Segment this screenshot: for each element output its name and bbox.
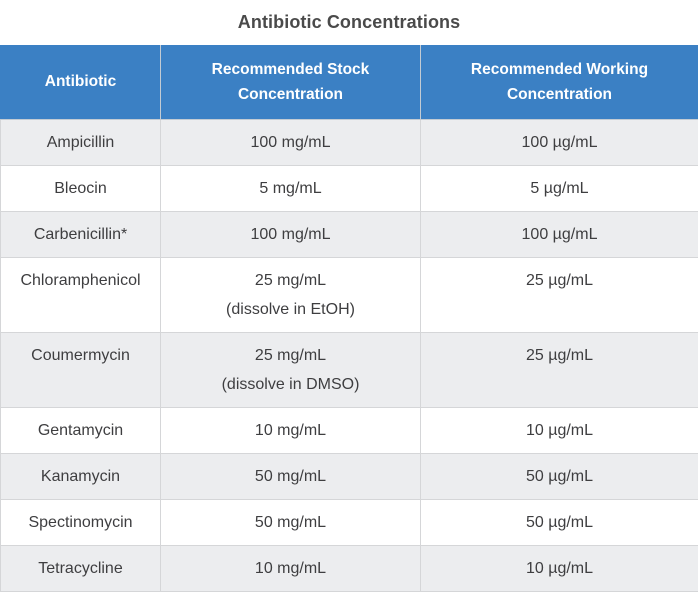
table-row: Carbenicillin* 100 mg/mL 100 µg/mL <box>0 210 698 258</box>
cell-working-concentration: 50 µg/mL <box>420 498 698 546</box>
cell-stock-concentration: 25 mg/mL (dissolve in EtOH) <box>160 256 421 333</box>
cell-working-concentration: 10 µg/mL <box>420 406 698 454</box>
table-row: Kanamycin 50 mg/mL 50 µg/mL <box>0 452 698 500</box>
cell-antibiotic: Chloramphenicol <box>0 256 161 333</box>
cell-stock-concentration: 50 mg/mL <box>160 498 421 546</box>
cell-working-concentration: 50 µg/mL <box>420 452 698 500</box>
cell-antibiotic: Kanamycin <box>0 452 161 500</box>
title-bar: Antibiotic Concentrations <box>0 0 698 45</box>
cell-working-concentration: 10 µg/mL <box>420 544 698 592</box>
cell-stock-concentration: 5 mg/mL <box>160 164 421 212</box>
table-row: Spectinomycin 50 mg/mL 50 µg/mL <box>0 498 698 546</box>
table-row: Gentamycin 10 mg/mL 10 µg/mL <box>0 406 698 454</box>
cell-stock-concentration: 25 mg/mL (dissolve in DMSO) <box>160 331 421 408</box>
cell-antibiotic: Coumermycin <box>0 331 161 408</box>
cell-working-concentration: 5 µg/mL <box>420 164 698 212</box>
cell-antibiotic: Gentamycin <box>0 406 161 454</box>
column-header-antibiotic: Antibiotic <box>0 45 161 120</box>
cell-stock-concentration: 10 mg/mL <box>160 406 421 454</box>
table-row: Ampicillin 100 mg/mL 100 µg/mL <box>0 118 698 166</box>
cell-working-concentration: 25 µg/mL <box>420 256 698 333</box>
cell-antibiotic: Tetracycline <box>0 544 161 592</box>
cell-antibiotic: Bleocin <box>0 164 161 212</box>
cell-antibiotic: Carbenicillin* <box>0 210 161 258</box>
page-title: Antibiotic Concentrations <box>237 12 461 32</box>
cell-stock-concentration: 100 mg/mL <box>160 210 421 258</box>
cell-stock-concentration: 10 mg/mL <box>160 544 421 592</box>
column-header-stock-concentration: Recommended Stock Concentration <box>160 45 421 120</box>
cell-stock-concentration: 100 mg/mL <box>160 118 421 166</box>
cell-working-concentration: 100 µg/mL <box>420 210 698 258</box>
table-header-row: Antibiotic Recommended Stock Concentration… <box>0 45 698 120</box>
cell-stock-concentration: 50 mg/mL <box>160 452 421 500</box>
table-row: Chloramphenicol 25 mg/mL (dissolve in EtOH… <box>0 256 698 333</box>
column-header-working-concentration: Recommended Working Concentration <box>420 45 698 120</box>
cell-working-concentration: 100 µg/mL <box>420 118 698 166</box>
antibiotic-concentrations-table: Antibiotic Recommended Stock Concentration… <box>0 45 698 592</box>
table-row: Bleocin 5 mg/mL 5 µg/mL <box>0 164 698 212</box>
cell-antibiotic: Ampicillin <box>0 118 161 166</box>
table-row: Coumermycin 25 mg/mL (dissolve in DMSO) 25 … <box>0 331 698 408</box>
table-row: Tetracycline 10 mg/mL 10 µg/mL <box>0 544 698 592</box>
cell-working-concentration: 25 µg/mL <box>420 331 698 408</box>
cell-antibiotic: Spectinomycin <box>0 498 161 546</box>
table-body: Ampicillin 100 mg/mL 100 µg/mL Bleocin 5 mg/… <box>0 118 698 592</box>
